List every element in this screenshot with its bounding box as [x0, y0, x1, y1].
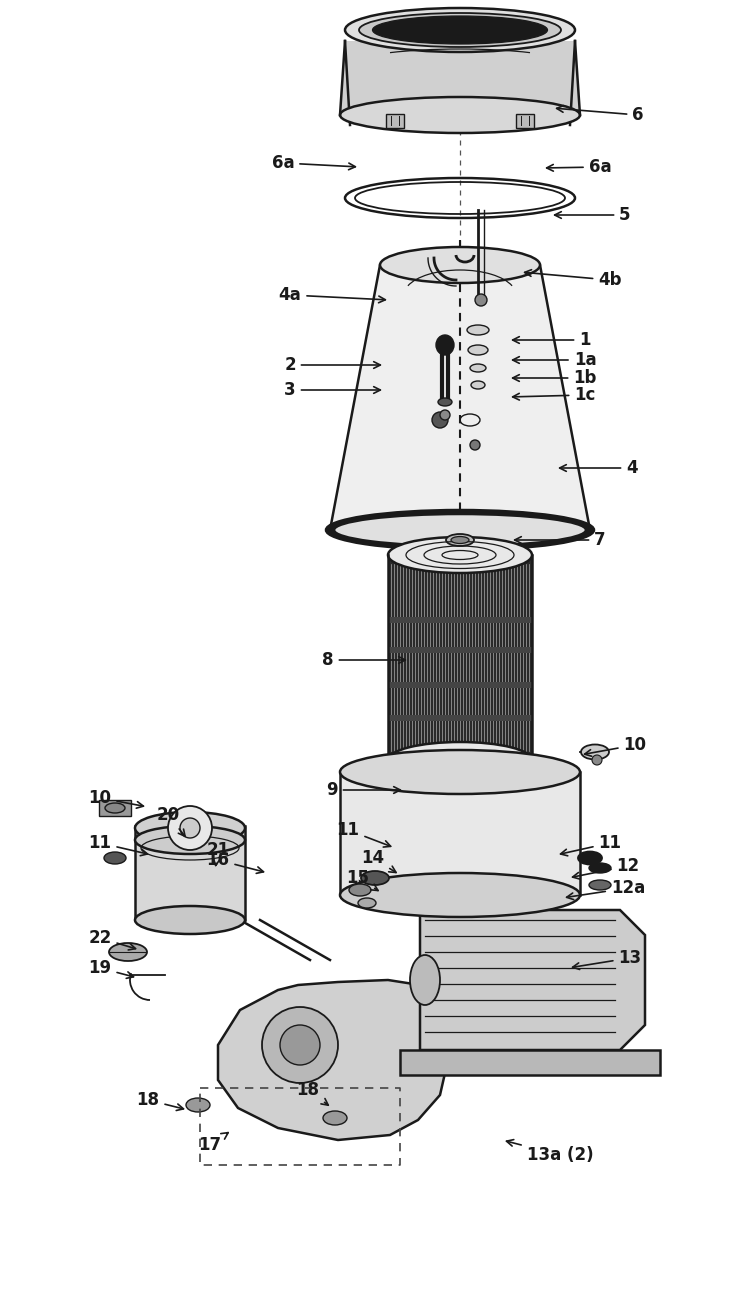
Bar	[516, 114, 534, 127]
Text: 18: 18	[296, 1082, 329, 1105]
Text: 5: 5	[555, 205, 631, 224]
Polygon shape	[340, 772, 580, 894]
Text: 4b: 4b	[525, 269, 622, 289]
Circle shape	[475, 294, 487, 306]
Ellipse shape	[186, 1098, 210, 1112]
Ellipse shape	[451, 537, 469, 543]
Ellipse shape	[589, 880, 611, 890]
Polygon shape	[388, 647, 532, 653]
Circle shape	[470, 439, 480, 450]
Ellipse shape	[340, 750, 580, 794]
Text: 6a: 6a	[547, 159, 611, 176]
Ellipse shape	[388, 742, 532, 777]
Polygon shape	[388, 555, 532, 760]
Ellipse shape	[345, 8, 575, 52]
Polygon shape	[388, 715, 532, 722]
Ellipse shape	[446, 534, 474, 546]
Circle shape	[440, 410, 450, 420]
Circle shape	[180, 818, 200, 839]
Text: 12: 12	[572, 857, 639, 879]
Circle shape	[168, 806, 212, 850]
Ellipse shape	[470, 364, 486, 372]
Ellipse shape	[372, 16, 547, 44]
Text: 6: 6	[556, 105, 644, 124]
Ellipse shape	[334, 514, 586, 546]
Ellipse shape	[135, 826, 245, 854]
Ellipse shape	[340, 98, 580, 133]
Text: 9: 9	[326, 781, 400, 800]
Text: 11: 11	[89, 835, 147, 855]
Ellipse shape	[578, 852, 602, 864]
Text: 18: 18	[137, 1091, 183, 1110]
Polygon shape	[135, 826, 245, 920]
Ellipse shape	[589, 863, 611, 874]
Ellipse shape	[388, 537, 532, 573]
Ellipse shape	[467, 325, 489, 335]
Text: 11: 11	[336, 822, 391, 848]
Text: 2: 2	[284, 356, 381, 374]
Ellipse shape	[471, 381, 485, 389]
Ellipse shape	[410, 956, 440, 1005]
Ellipse shape	[104, 852, 126, 864]
Ellipse shape	[359, 13, 561, 47]
Circle shape	[432, 412, 448, 428]
Bar	[386, 114, 404, 127]
Text: 15: 15	[347, 868, 378, 891]
Text: 14: 14	[362, 849, 396, 872]
Text: 4: 4	[559, 459, 638, 477]
Text: 6a: 6a	[271, 153, 356, 172]
Ellipse shape	[135, 812, 245, 844]
Text: 11: 11	[560, 835, 621, 855]
Ellipse shape	[436, 335, 454, 355]
Text: 17: 17	[199, 1132, 228, 1154]
Ellipse shape	[349, 884, 371, 896]
Polygon shape	[388, 618, 532, 623]
Polygon shape	[400, 1050, 660, 1075]
Text: 1: 1	[513, 332, 591, 348]
Ellipse shape	[361, 871, 389, 885]
Polygon shape	[388, 682, 532, 688]
Text: 20: 20	[156, 806, 185, 836]
Polygon shape	[330, 265, 590, 530]
Text: 3: 3	[284, 381, 381, 399]
Text: 10: 10	[584, 736, 647, 757]
Circle shape	[592, 755, 602, 764]
Text: 4a: 4a	[279, 286, 385, 304]
Polygon shape	[420, 910, 645, 1050]
Ellipse shape	[380, 247, 540, 283]
Circle shape	[262, 1008, 338, 1083]
Ellipse shape	[109, 942, 147, 961]
Bar	[99, 800, 131, 816]
Text: 10: 10	[89, 789, 144, 809]
Ellipse shape	[468, 344, 488, 355]
Text: 12a: 12a	[566, 879, 645, 900]
Text: 7: 7	[514, 530, 606, 549]
Ellipse shape	[581, 745, 609, 759]
Ellipse shape	[135, 906, 245, 933]
Text: 13: 13	[572, 949, 641, 970]
Circle shape	[280, 1024, 320, 1065]
Ellipse shape	[326, 510, 594, 550]
Text: 22: 22	[89, 930, 135, 950]
Ellipse shape	[323, 1112, 347, 1124]
Text: 1c: 1c	[513, 386, 596, 404]
Polygon shape	[340, 42, 580, 114]
Text: 21: 21	[207, 841, 229, 866]
Ellipse shape	[105, 803, 125, 812]
Text: 1b: 1b	[513, 369, 596, 387]
Ellipse shape	[358, 898, 376, 907]
Text: 8: 8	[323, 651, 405, 670]
Text: 13a (2): 13a (2)	[507, 1140, 593, 1164]
Polygon shape	[218, 980, 448, 1140]
Ellipse shape	[438, 398, 452, 406]
Text: 16: 16	[207, 852, 263, 874]
Text: 1a: 1a	[513, 351, 596, 369]
Ellipse shape	[340, 874, 580, 916]
Text: 19: 19	[89, 959, 134, 979]
